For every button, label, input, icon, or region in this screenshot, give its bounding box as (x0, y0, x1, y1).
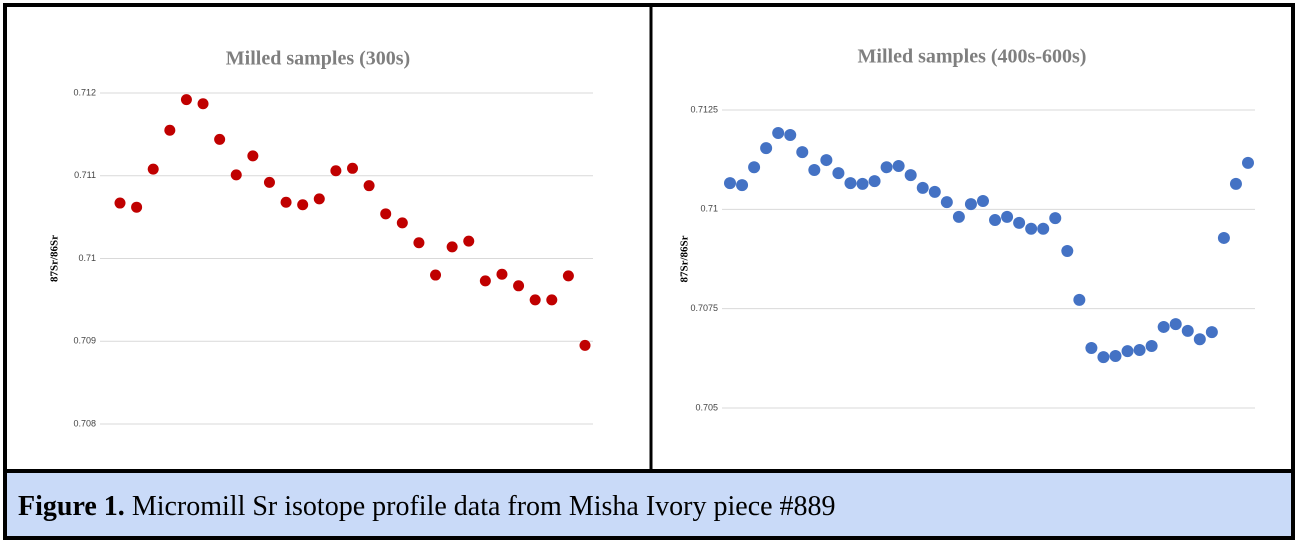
data-point (1109, 349, 1122, 362)
data-point (247, 150, 259, 162)
data-point (1025, 222, 1038, 235)
data-point (380, 208, 392, 220)
data-point (1217, 231, 1230, 244)
data-point (114, 197, 126, 209)
y-tick-label: 0.7125 (690, 104, 718, 114)
data-point (496, 268, 508, 280)
data-point (562, 270, 574, 282)
data-point (513, 280, 525, 292)
data-point (808, 163, 821, 176)
data-point (180, 94, 192, 106)
chart-frame (3, 3, 1295, 473)
data-point (760, 142, 773, 155)
caption-label: Figure 1. (18, 491, 125, 522)
y-tick-label: 0.708 (73, 418, 96, 428)
data-point (880, 161, 893, 174)
y-tick-label: 0.7075 (690, 303, 718, 313)
y-tick-label: 0.709 (73, 336, 96, 346)
data-point (463, 235, 475, 247)
data-point (1121, 345, 1134, 358)
data-point (736, 179, 749, 192)
data-point (1037, 222, 1050, 235)
data-point (330, 165, 342, 177)
data-point (1169, 318, 1182, 331)
chart-title: Milled samples (400s-600s) (858, 46, 1087, 68)
data-point (1085, 342, 1098, 355)
data-point (928, 185, 941, 198)
data-point (1181, 324, 1194, 337)
data-point (1001, 210, 1014, 223)
data-point (164, 124, 176, 136)
data-point (1133, 343, 1146, 356)
data-point (784, 129, 797, 142)
data-point (820, 154, 833, 167)
y-tick-label: 0.712 (73, 87, 96, 97)
y-axis-label: 87Sr/86Sr (679, 235, 691, 282)
data-point (430, 269, 442, 281)
y-tick-label: 0.711 (74, 170, 96, 180)
data-point (940, 196, 953, 209)
data-point (904, 169, 917, 182)
data-point (1157, 320, 1170, 333)
data-point (214, 133, 226, 145)
data-point (989, 214, 1002, 227)
data-point (964, 198, 977, 211)
data-point (579, 339, 591, 351)
data-point (529, 294, 541, 306)
data-point (1193, 333, 1206, 346)
data-point (916, 181, 929, 194)
data-point (1205, 326, 1218, 339)
data-point (1145, 340, 1158, 353)
data-point (446, 241, 458, 253)
y-axis-label: 87Sr/86Sr (49, 235, 61, 282)
data-point (868, 175, 881, 188)
data-point (297, 199, 309, 211)
y-tick-label: 0.71 (700, 204, 718, 214)
data-point (1242, 156, 1254, 169)
y-tick-label: 0.705 (695, 402, 718, 412)
data-point (724, 177, 736, 190)
data-point (796, 146, 809, 159)
data-point (197, 98, 209, 110)
data-point (844, 177, 857, 190)
y-tick-label: 0.71 (78, 253, 96, 263)
data-point (147, 163, 159, 175)
data-point (856, 177, 869, 190)
caption-text: Micromill Sr isotope profile data from M… (132, 491, 836, 522)
data-point (748, 161, 761, 174)
data-point (131, 201, 143, 213)
data-point (313, 193, 325, 205)
data-point (892, 160, 905, 173)
data-point (1049, 212, 1062, 225)
data-point (363, 180, 375, 192)
data-point (952, 210, 965, 223)
data-point (1229, 177, 1242, 190)
data-point (263, 176, 275, 188)
data-point (1013, 216, 1026, 229)
caption: Figure 1. Micromill Sr isotope profile d… (18, 491, 836, 522)
chart-title: Milled samples (300s) (226, 48, 410, 70)
data-point (1097, 351, 1110, 364)
data-point (479, 275, 491, 287)
data-point (546, 294, 558, 306)
data-point (230, 169, 242, 181)
data-point (280, 196, 292, 208)
data-point (396, 217, 408, 229)
data-point (413, 237, 425, 249)
data-point (772, 127, 785, 140)
data-point (1061, 245, 1074, 258)
data-point (976, 194, 989, 207)
data-point (347, 162, 358, 174)
caption-box (3, 469, 1295, 540)
data-point (832, 167, 845, 180)
data-point (1073, 293, 1086, 306)
